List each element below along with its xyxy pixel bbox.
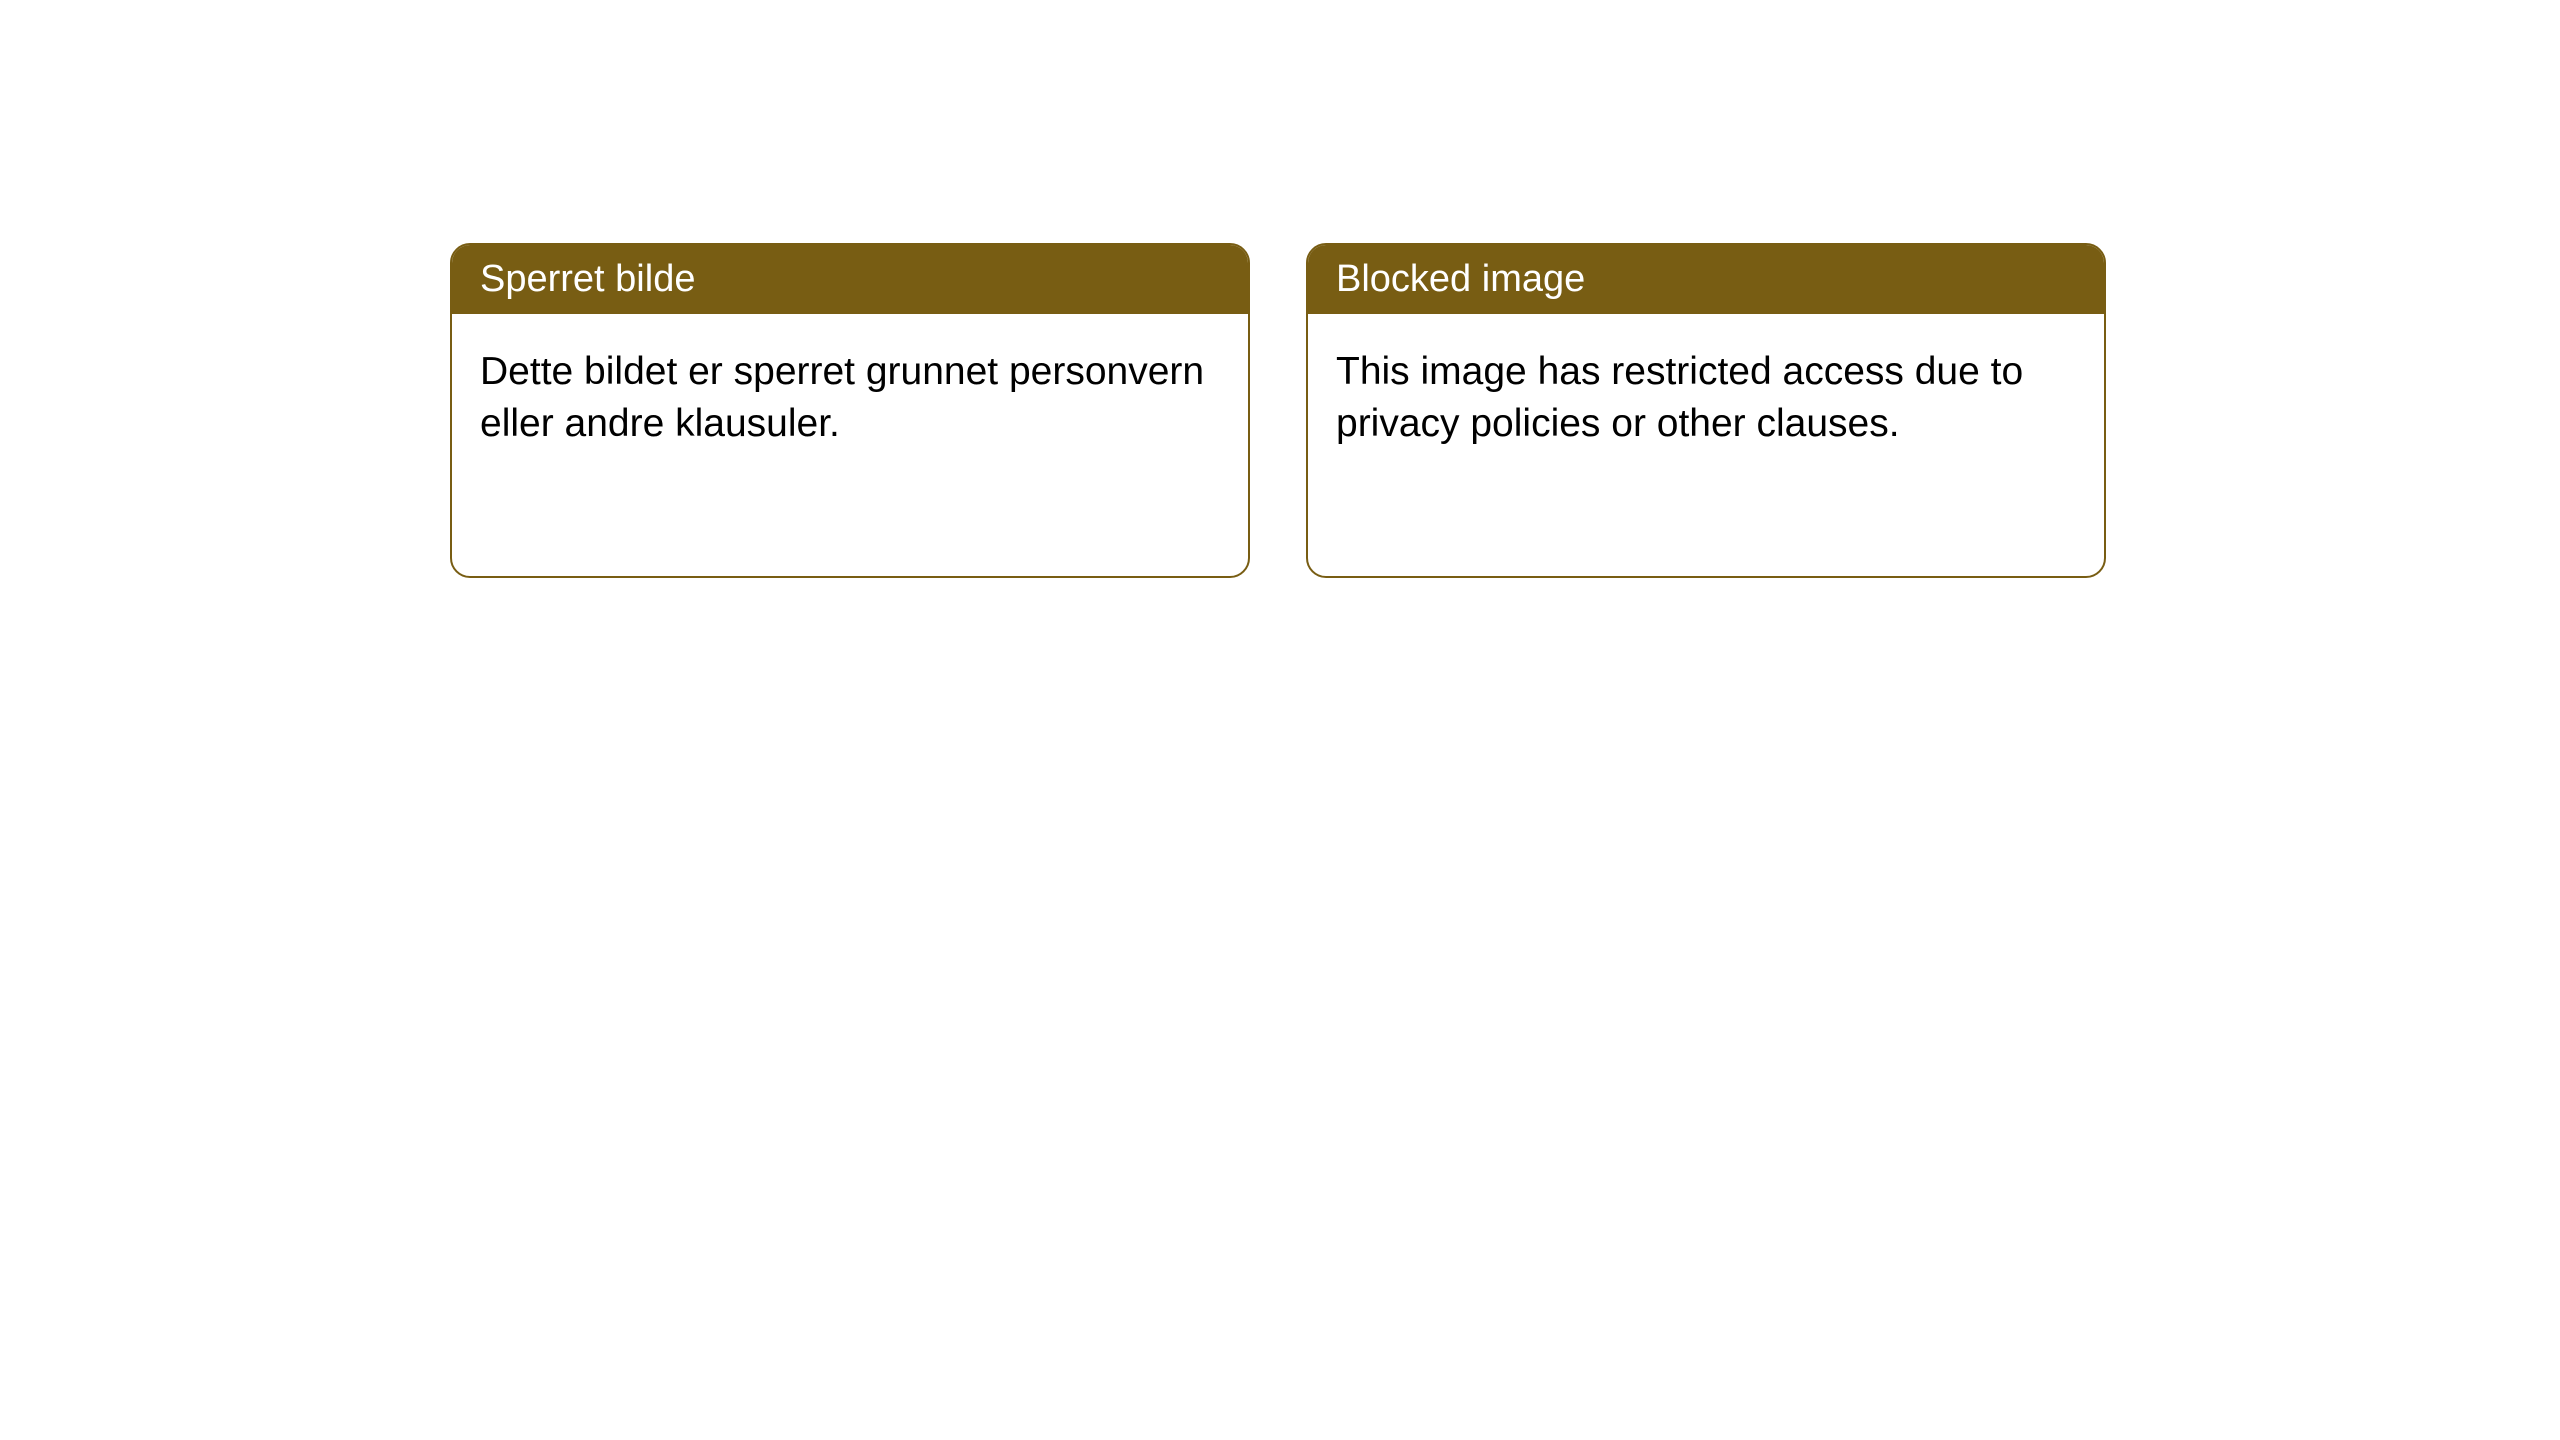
notice-card-en: Blocked image This image has restricted …: [1306, 243, 2106, 578]
notice-text: Dette bildet er sperret grunnet personve…: [480, 350, 1204, 445]
notice-header-en: Blocked image: [1308, 245, 2104, 314]
notice-text: This image has restricted access due to …: [1336, 350, 2023, 445]
notice-container: Sperret bilde Dette bildet er sperret gr…: [450, 243, 2106, 578]
notice-body-no: Dette bildet er sperret grunnet personve…: [452, 314, 1248, 482]
notice-card-no: Sperret bilde Dette bildet er sperret gr…: [450, 243, 1250, 578]
notice-title: Blocked image: [1336, 258, 1585, 300]
notice-header-no: Sperret bilde: [452, 245, 1248, 314]
notice-title: Sperret bilde: [480, 258, 695, 300]
notice-body-en: This image has restricted access due to …: [1308, 314, 2104, 482]
